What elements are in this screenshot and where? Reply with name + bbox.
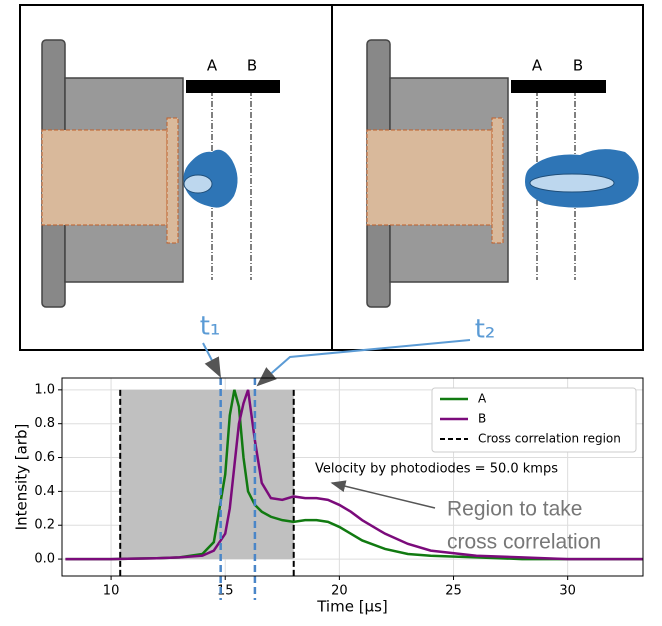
velocity-annotation: Velocity by photodiodes = 50.0 kmps — [315, 462, 558, 477]
legend: AB Cross correlation region — [432, 388, 636, 452]
cross-correlation-region — [120, 390, 294, 559]
y-tick-label: 0.4 — [34, 484, 55, 499]
legend-label: A — [478, 392, 487, 406]
apparatus — [42, 40, 280, 307]
region-note: cross correlation — [447, 531, 601, 554]
detector-label: B — [573, 57, 583, 75]
marker-label: t₂ — [475, 315, 496, 345]
y-tick-label: 0.0 — [34, 552, 55, 567]
legend-label: B — [478, 412, 486, 426]
annotation-arrow — [332, 483, 435, 508]
marker-label: t₁ — [200, 312, 221, 342]
figure: A B A B 0.00.20.40.60.81.01015202530t₁t₂… — [0, 0, 662, 622]
callout-line — [203, 343, 220, 376]
apparatus — [367, 40, 639, 307]
y-tick-label: 0.2 — [34, 518, 55, 533]
region-note: Region to take — [447, 498, 582, 521]
detector-label: A — [207, 57, 218, 75]
x-axis-label: Time [μs] — [316, 598, 388, 616]
x-tick-label: 20 — [331, 584, 348, 599]
x-tick-label: 25 — [445, 584, 462, 599]
x-tick-label: 30 — [559, 584, 576, 599]
diagram: A B A B — [20, 5, 643, 350]
detector-label: B — [247, 57, 257, 75]
y-axis-label: Intensity [arb] — [13, 424, 31, 531]
detector-label: A — [532, 57, 543, 75]
legend-label: Cross correlation region — [478, 432, 621, 446]
y-tick-label: 1.0 — [34, 382, 55, 397]
y-tick-label: 0.8 — [34, 416, 55, 431]
y-tick-label: 0.6 — [34, 450, 55, 465]
x-tick-label: 10 — [103, 584, 120, 599]
